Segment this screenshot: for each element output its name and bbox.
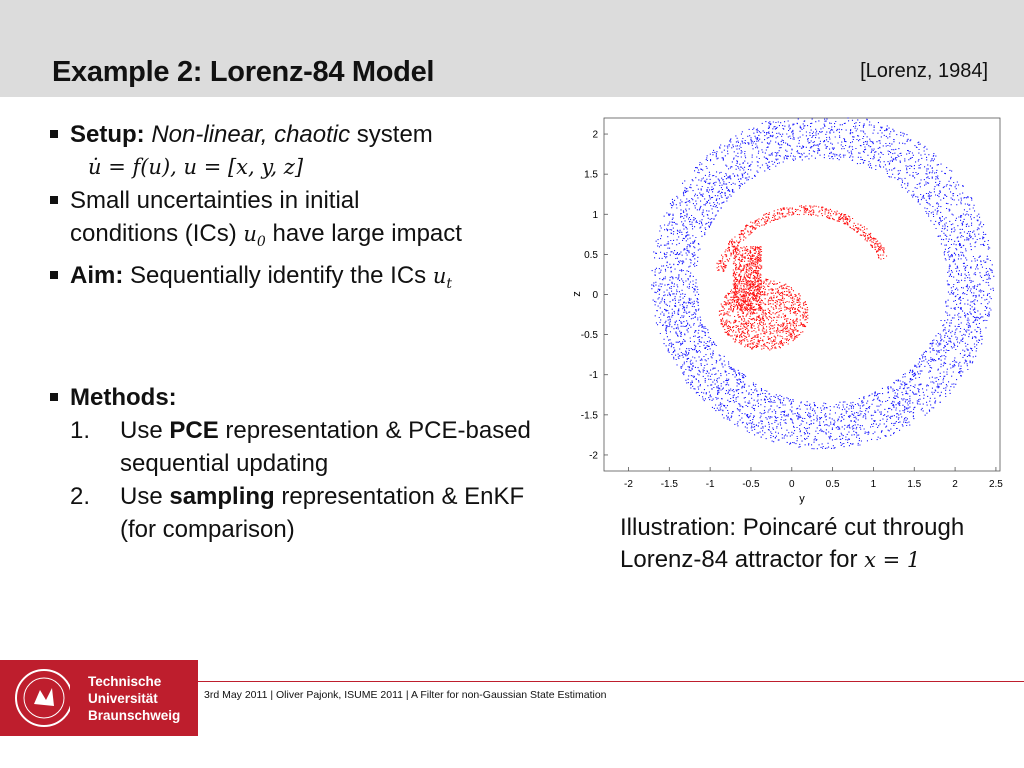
method-item-2: 2. Use sampling representation & EnKF (f… — [70, 483, 525, 544]
header-bar — [0, 0, 1024, 97]
figure-caption: Illustration: Poincaré cut through Loren… — [620, 514, 965, 573]
bullet-aim: Aim: Sequentially identify the ICs ut — [50, 259, 550, 301]
red-points — [716, 205, 888, 351]
x-tick-label: 1 — [871, 479, 877, 490]
bullet-uncertainty: Small uncertainties in initial condition… — [50, 184, 550, 259]
bullet-square-icon — [50, 271, 58, 280]
methods-label: Methods: — [70, 384, 177, 412]
y-tick-labels: 2 1.5 1 0.5 0 -0.5 -1 -1.5 -2 — [581, 130, 608, 461]
content-list: Setup: Non-linear, chaotic system u̇ = f… — [50, 118, 550, 546]
aim-label: Aim: — [70, 262, 124, 290]
y-tick-label: -0.5 — [581, 330, 599, 341]
x-tick-label: -2 — [624, 479, 633, 490]
y-tick-label: -1 — [589, 370, 598, 381]
university-logo: Technische Universität Braunschweig — [0, 660, 198, 736]
seal-icon — [15, 669, 73, 727]
x-tick-label: 1.5 — [907, 479, 921, 490]
uncertainty-line1: Small uncertainties in initial — [70, 187, 360, 214]
y-tick-label: 2 — [592, 130, 598, 141]
aim-text: Sequentially identify the ICs — [123, 262, 433, 290]
x-tick-label: -0.5 — [742, 479, 760, 490]
footer-text: 3rd May 2011 | Oliver Pajonk, ISUME 2011… — [204, 689, 607, 701]
setup-equation: u̇ = f(u), u = [x, y, z] — [88, 155, 304, 179]
bullet-methods: Methods: — [50, 381, 550, 414]
slide-title: Example 2: Lorenz-84 Model — [52, 56, 435, 88]
x-tick-label: 0 — [789, 479, 795, 490]
x-tick-label: 0.5 — [826, 479, 840, 490]
y-tick-label: 1.5 — [584, 170, 598, 181]
y-tick-label: -2 — [589, 450, 598, 461]
reference-citation: [Lorenz, 1984] — [860, 60, 988, 82]
y-tick-label: 0.5 — [584, 250, 598, 261]
uncertainty-line2b: have large impact — [265, 220, 462, 247]
logo-text: Technische Universität Braunschweig — [88, 674, 181, 723]
x-axis-label: y — [799, 493, 805, 505]
y-axis-label: z — [571, 291, 583, 297]
setup-rest: system — [350, 121, 433, 148]
x-tick-label: -1 — [706, 479, 715, 490]
setup-italic: Non-linear, chaotic — [151, 121, 351, 148]
y-tick-label: 1 — [592, 210, 598, 221]
aim-math: ut — [432, 264, 453, 293]
plot-frame — [603, 117, 1001, 472]
blue-point-cloud — [651, 117, 995, 450]
bullet-square-icon — [50, 130, 58, 138]
uncertainty-line2a: conditions (ICs) — [70, 220, 244, 247]
red-point-cloud — [716, 205, 888, 351]
y-tick-label: 0 — [592, 290, 598, 301]
method-item-1: 1. Use PCE representation & PCE-based se… — [70, 417, 531, 478]
poincare-plot: -2 -1.5 -1 -0.5 0 0.5 1 1.5 2 2.5 2 1.5 1 0.5 0 -0.5 -1… — [571, 117, 1003, 505]
x-tick-label: 2.5 — [989, 479, 1003, 490]
x-tick-label: 2 — [952, 479, 958, 490]
x-tick-label: -1.5 — [661, 479, 679, 490]
y-tick-label: -1.5 — [581, 410, 599, 421]
x-tick-labels: -2 -1.5 -1 -0.5 0 0.5 1 1.5 2 2.5 — [624, 467, 1003, 490]
setup-label: Setup: — [70, 121, 145, 148]
footer-divider — [198, 681, 1024, 682]
bullet-setup: Setup: Non-linear, chaotic system — [50, 118, 550, 151]
blue-points — [651, 117, 995, 450]
bullet-square-icon — [50, 393, 58, 402]
uncertainty-math: u0 — [243, 222, 266, 251]
bullet-square-icon — [50, 196, 58, 204]
